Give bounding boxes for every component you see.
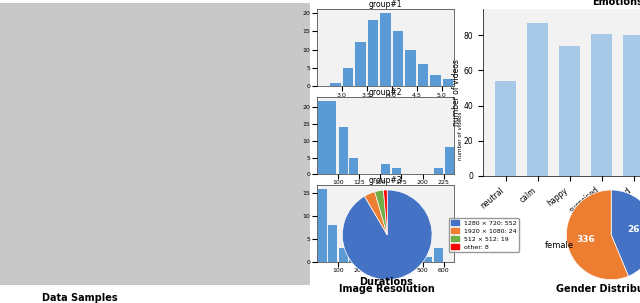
Wedge shape xyxy=(566,190,628,280)
Bar xyxy=(591,34,612,176)
Bar xyxy=(368,20,378,86)
Bar xyxy=(330,83,341,86)
Bar xyxy=(328,225,337,262)
Bar xyxy=(355,42,366,86)
Y-axis label: number of videos: number of videos xyxy=(452,59,461,126)
Title: group#2: group#2 xyxy=(369,88,403,97)
Bar xyxy=(393,31,403,86)
Bar xyxy=(445,148,454,174)
Text: female: female xyxy=(545,241,574,250)
Bar xyxy=(381,164,390,174)
Text: 261: 261 xyxy=(627,225,640,234)
Bar xyxy=(495,81,516,176)
Bar xyxy=(405,50,416,86)
Bar xyxy=(317,188,326,262)
Bar xyxy=(318,101,337,174)
Wedge shape xyxy=(364,192,387,235)
Bar xyxy=(434,168,443,174)
Title: Image Resolution: Image Resolution xyxy=(339,284,435,294)
Title: Emotions: Emotions xyxy=(592,0,640,7)
Bar xyxy=(343,68,353,86)
Bar xyxy=(430,75,441,86)
Bar xyxy=(443,79,454,86)
Text: Data Samples: Data Samples xyxy=(42,294,118,303)
Text: number of videos: number of videos xyxy=(458,112,463,160)
Wedge shape xyxy=(375,190,387,235)
Title: group#3: group#3 xyxy=(369,176,403,185)
Title: group#1: group#1 xyxy=(369,0,403,9)
Wedge shape xyxy=(611,190,640,276)
Title: Gender Distribution: Gender Distribution xyxy=(556,284,640,294)
Wedge shape xyxy=(383,190,387,235)
Legend: 1280 × 720: 552, 1920 × 1080: 24, 512 × 512: 19, other: 8: 1280 × 720: 552, 1920 × 1080: 24, 512 × … xyxy=(449,218,519,252)
Wedge shape xyxy=(342,190,432,280)
Bar xyxy=(434,248,443,262)
Bar xyxy=(349,258,358,262)
Bar xyxy=(339,248,348,262)
Bar xyxy=(349,158,358,174)
Bar xyxy=(424,258,433,262)
Bar xyxy=(339,127,348,174)
Bar xyxy=(380,13,391,86)
Bar xyxy=(392,168,401,174)
Text: 336: 336 xyxy=(577,235,595,245)
Bar xyxy=(623,35,640,176)
Bar xyxy=(527,23,548,176)
Bar xyxy=(559,46,580,176)
Text: Durations: Durations xyxy=(358,277,413,287)
Bar xyxy=(418,64,428,86)
